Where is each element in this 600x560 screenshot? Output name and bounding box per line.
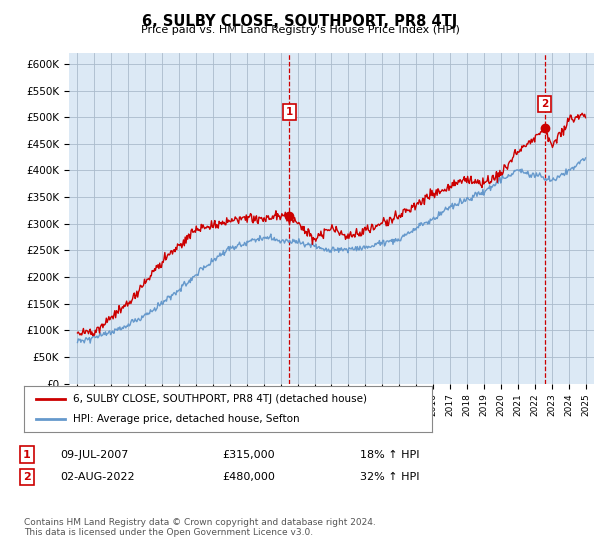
Text: £480,000: £480,000 bbox=[222, 472, 275, 482]
Text: 1: 1 bbox=[286, 107, 293, 117]
Text: HPI: Average price, detached house, Sefton: HPI: Average price, detached house, Seft… bbox=[73, 414, 299, 424]
Text: £315,000: £315,000 bbox=[222, 450, 275, 460]
Text: Price paid vs. HM Land Registry's House Price Index (HPI): Price paid vs. HM Land Registry's House … bbox=[140, 25, 460, 35]
Text: 6, SULBY CLOSE, SOUTHPORT, PR8 4TJ (detached house): 6, SULBY CLOSE, SOUTHPORT, PR8 4TJ (deta… bbox=[73, 394, 367, 404]
Text: 1: 1 bbox=[23, 450, 31, 460]
Text: 2: 2 bbox=[23, 472, 31, 482]
Text: 2: 2 bbox=[541, 99, 548, 109]
Text: 6, SULBY CLOSE, SOUTHPORT, PR8 4TJ: 6, SULBY CLOSE, SOUTHPORT, PR8 4TJ bbox=[142, 14, 458, 29]
Text: 02-AUG-2022: 02-AUG-2022 bbox=[60, 472, 134, 482]
Text: 09-JUL-2007: 09-JUL-2007 bbox=[60, 450, 128, 460]
Text: 32% ↑ HPI: 32% ↑ HPI bbox=[360, 472, 419, 482]
Text: 18% ↑ HPI: 18% ↑ HPI bbox=[360, 450, 419, 460]
Text: Contains HM Land Registry data © Crown copyright and database right 2024.
This d: Contains HM Land Registry data © Crown c… bbox=[24, 518, 376, 538]
